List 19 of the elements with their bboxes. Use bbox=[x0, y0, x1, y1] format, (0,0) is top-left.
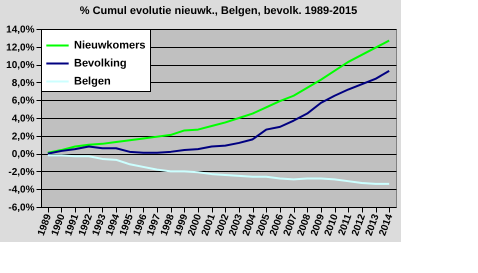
legend-label: Bevolking bbox=[74, 58, 127, 70]
x-tick-label: 2014 bbox=[377, 212, 396, 238]
y-tick-label: 10,0% bbox=[6, 60, 35, 72]
line-series bbox=[46, 40, 390, 154]
line-series bbox=[46, 70, 390, 155]
legend-label: Nieuwkomers bbox=[74, 40, 146, 52]
y-tick-label: 12,0% bbox=[6, 42, 35, 54]
y-tick-label: 4,0% bbox=[12, 114, 35, 124]
y-tick-label: -6,0% bbox=[8, 202, 35, 214]
legend-label: Belgen bbox=[74, 76, 111, 88]
y-tick-label: 14,0% bbox=[6, 24, 35, 36]
y-tick-label: 2,0% bbox=[12, 131, 35, 142]
y-tick-label: 8,0% bbox=[12, 78, 35, 89]
y-tick-label: 6,0% bbox=[12, 96, 35, 107]
y-tick-label: -4,0% bbox=[8, 184, 35, 196]
line-series bbox=[46, 154, 390, 185]
chart-title: % Cumul evolutie nieuwk., Belgen, bevolk. 1989-2015 bbox=[80, 5, 358, 17]
y-tick-label: 0,0% bbox=[12, 149, 35, 160]
y-tick-label: -2,0% bbox=[8, 166, 35, 178]
